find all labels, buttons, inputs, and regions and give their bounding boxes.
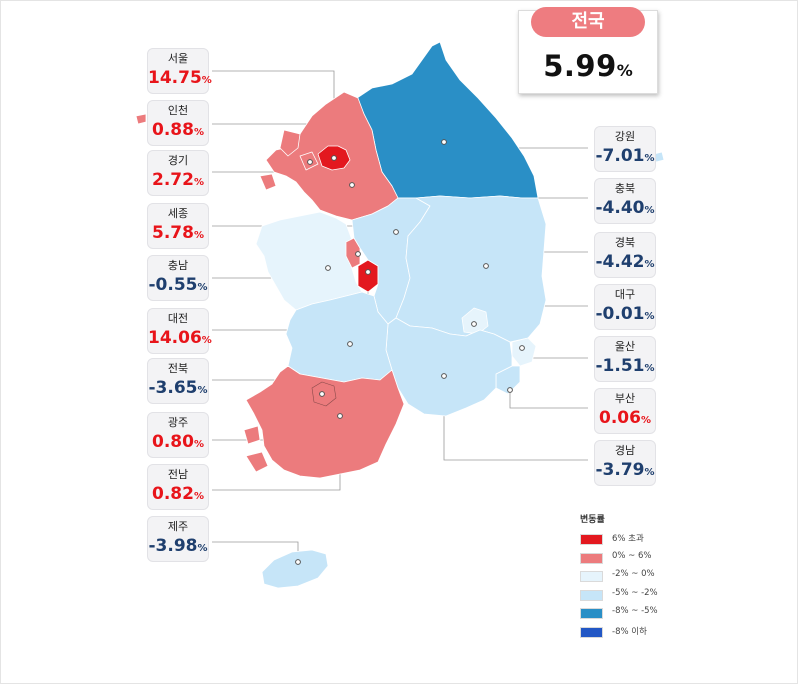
legend-label: 6% 초과 bbox=[612, 534, 644, 544]
region-name: 부산 bbox=[614, 392, 636, 405]
region-value: -0.55% bbox=[148, 275, 208, 295]
region-daegu[interactable] bbox=[461, 307, 489, 335]
region-value: 0.06% bbox=[599, 408, 651, 428]
legend-swatch bbox=[580, 589, 603, 601]
region-name: 제주 bbox=[167, 520, 189, 533]
region-name: 충북 bbox=[614, 182, 636, 195]
region-value: 2.72% bbox=[152, 170, 204, 190]
legend-item: -8% 이하 bbox=[580, 624, 700, 643]
label-jeonnam[interactable]: 전남 0.82% bbox=[147, 464, 209, 510]
region-jeonnam[interactable] bbox=[243, 365, 405, 479]
legend-swatch bbox=[580, 534, 603, 545]
legend: 변동률 6% 초과 0% ~ 6% -2% ~ 0% -5% ~ -2% -8%… bbox=[580, 512, 700, 642]
region-ulsan[interactable] bbox=[511, 337, 537, 367]
region-name: 울산 bbox=[614, 340, 636, 353]
legend-swatch bbox=[580, 552, 603, 564]
national-value: 5.99 bbox=[543, 49, 617, 83]
national-title: 전국 bbox=[531, 7, 645, 37]
label-ulsan[interactable]: 울산 -1.51% bbox=[594, 336, 656, 382]
label-gwangju[interactable]: 광주 0.80% bbox=[147, 412, 209, 458]
region-value: -3.79% bbox=[595, 460, 655, 480]
region-name: 강원 bbox=[614, 130, 636, 143]
legend-item: 6% 초과 bbox=[580, 531, 700, 550]
region-value: -4.42% bbox=[595, 252, 655, 272]
region-name: 인천 bbox=[167, 104, 189, 117]
label-gangwon[interactable]: 강원 -7.01% bbox=[594, 126, 656, 172]
national-value-wrap: 5.99% bbox=[519, 49, 657, 83]
legend-label: -8% 이하 bbox=[612, 626, 647, 637]
region-name: 경남 bbox=[614, 444, 636, 457]
region-value: -3.65% bbox=[148, 378, 208, 398]
region-chungnam[interactable] bbox=[255, 211, 363, 311]
label-gyeongnam[interactable]: 경남 -3.79% bbox=[594, 440, 656, 486]
label-seoul[interactable]: 서울 14.75% bbox=[147, 48, 212, 94]
label-incheon[interactable]: 인천 0.88% bbox=[147, 100, 209, 146]
region-value: -7.01% bbox=[595, 146, 655, 166]
legend-item: -5% ~ -2% bbox=[580, 587, 700, 606]
region-value: -4.40% bbox=[595, 198, 655, 218]
region-value: 14.06% bbox=[148, 328, 212, 348]
legend-label: -5% ~ -2% bbox=[612, 587, 658, 598]
region-value: 5.78% bbox=[152, 223, 204, 243]
region-name: 경북 bbox=[614, 236, 636, 249]
label-busan[interactable]: 부산 0.06% bbox=[594, 388, 656, 434]
label-jeju[interactable]: 제주 -3.98% bbox=[147, 516, 209, 562]
region-value: 0.88% bbox=[152, 120, 204, 140]
region-jeju[interactable] bbox=[261, 549, 329, 589]
label-jeonbuk[interactable]: 전북 -3.65% bbox=[147, 358, 209, 404]
region-value: -1.51% bbox=[595, 356, 655, 376]
label-daejeon[interactable]: 대전 14.06% bbox=[147, 308, 212, 354]
region-incheon[interactable] bbox=[135, 113, 319, 191]
label-daegu[interactable]: 대구 -0.01% bbox=[594, 284, 656, 330]
region-value: -0.01% bbox=[595, 304, 655, 324]
legend-label: 0% ~ 6% bbox=[612, 550, 652, 561]
national-summary-card: 전국 5.99% bbox=[518, 7, 658, 94]
label-gyeongbuk[interactable]: 경북 -4.42% bbox=[594, 232, 656, 278]
region-name: 광주 bbox=[167, 416, 189, 429]
region-name: 서울 bbox=[167, 52, 189, 65]
region-name: 충남 bbox=[167, 259, 189, 272]
legend-label: -8% ~ -5% bbox=[612, 606, 658, 616]
label-gyeonggi[interactable]: 경기 2.72% bbox=[147, 150, 209, 196]
region-name: 대전 bbox=[167, 312, 189, 325]
legend-item: -8% ~ -5% bbox=[580, 605, 700, 624]
region-value: 0.80% bbox=[152, 432, 204, 452]
legend-item: -2% ~ 0% bbox=[580, 568, 700, 587]
national-unit: % bbox=[616, 61, 633, 80]
legend-title: 변동률 bbox=[580, 515, 605, 525]
region-value: -3.98% bbox=[148, 536, 208, 556]
legend-swatch bbox=[580, 626, 603, 638]
region-value: 14.75% bbox=[148, 68, 212, 88]
region-name: 대구 bbox=[614, 288, 636, 301]
region-name: 전북 bbox=[167, 362, 189, 375]
region-name: 전남 bbox=[167, 468, 189, 481]
region-name: 경기 bbox=[167, 154, 189, 167]
label-chungbuk[interactable]: 충북 -4.40% bbox=[594, 178, 656, 224]
region-value: 0.82% bbox=[152, 484, 204, 504]
region-markers bbox=[295, 139, 525, 565]
label-sejong[interactable]: 세종 5.78% bbox=[147, 203, 209, 249]
legend-label: -2% ~ 0% bbox=[612, 569, 655, 579]
region-gyeongnam[interactable] bbox=[385, 317, 513, 417]
region-daejeon[interactable] bbox=[357, 259, 379, 293]
region-name: 세종 bbox=[167, 207, 189, 220]
label-chungnam[interactable]: 충남 -0.55% bbox=[147, 255, 209, 301]
legend-swatch bbox=[580, 571, 603, 582]
legend-item: 0% ~ 6% bbox=[580, 550, 700, 569]
legend-swatch bbox=[580, 608, 603, 619]
